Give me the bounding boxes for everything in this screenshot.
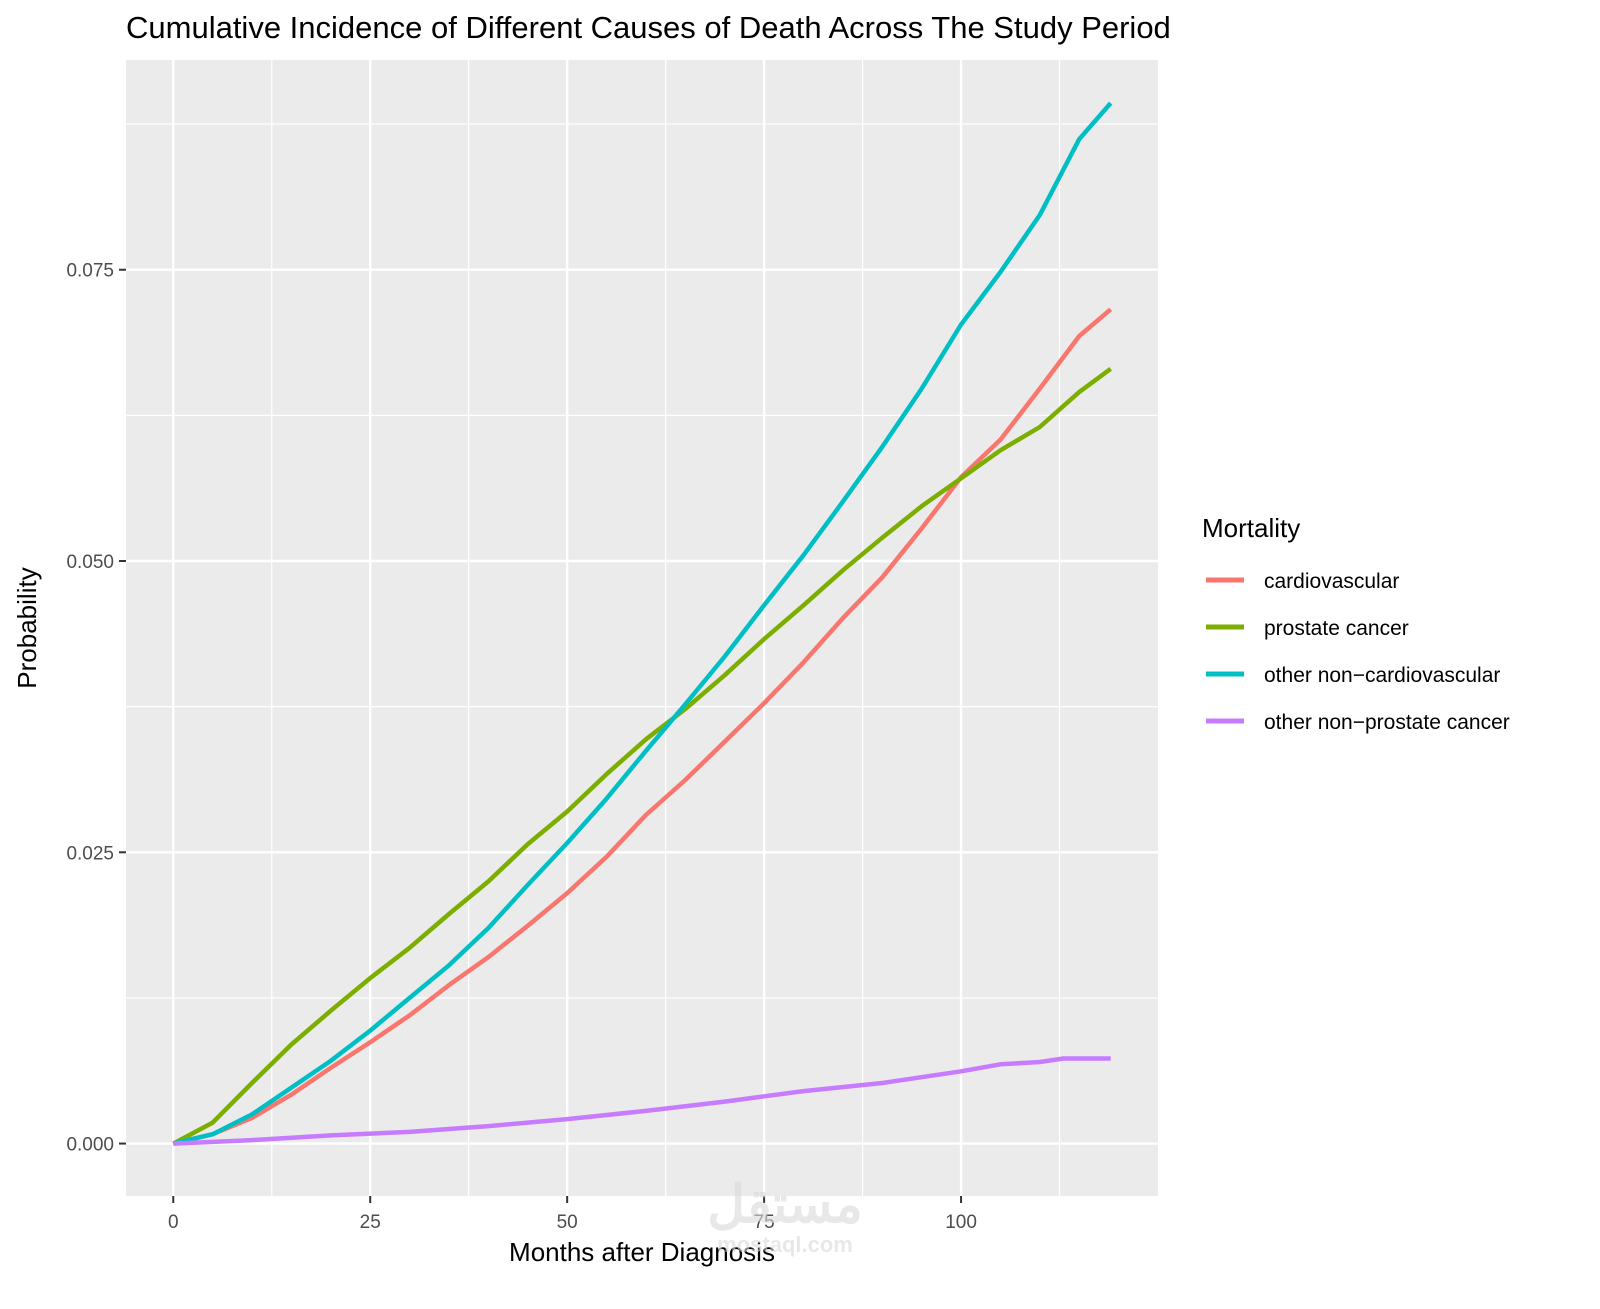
legend-item: other non−prostate cancer [1206, 711, 1510, 734]
legend-item: prostate cancer [1206, 617, 1409, 640]
y-tick-label: 0.025 [66, 843, 114, 864]
legend-label: cardiovascular [1264, 570, 1399, 593]
y-tick-label: 0.050 [66, 552, 114, 573]
x-tick-label: 75 [754, 1212, 775, 1233]
series-lines [172, 101, 1113, 1146]
chart-title: Cumulative Incidence of Different Causes… [126, 10, 1171, 45]
grid-minor [126, 60, 1158, 1196]
tick-labels: 0 25 50 75 100 0.000 0.025 0.050 0.075 [66, 261, 976, 1233]
y-tick-label: 0.075 [66, 261, 114, 282]
svg-text:مستقل: مستقل [707, 1176, 863, 1234]
watermark-logo: مستقل mostaql.com [707, 1176, 863, 1257]
x-tick-label: 100 [945, 1212, 977, 1233]
series-line-other-non-prostate-cancer [173, 1056, 1111, 1146]
legend-item: cardiovascular [1206, 570, 1399, 593]
grid-major [126, 60, 1158, 1196]
svg-text:mostaql.com: mostaql.com [717, 1232, 853, 1257]
y-tick-label: 0.000 [66, 1135, 114, 1156]
x-tick-label: 25 [360, 1212, 381, 1233]
legend-label: other non−cardiovascular [1264, 664, 1500, 687]
series-line-other-non-cardiovascular [172, 101, 1113, 1146]
legend: Mortality cardiovascular prostate cancer o… [1202, 513, 1510, 734]
x-axis-title: Months after Diagnosis [509, 1237, 775, 1267]
axis-ticks [119, 268, 963, 1203]
legend-items: cardiovascular prostate cancer other non−c… [1206, 570, 1510, 734]
x-tick-label: 0 [168, 1212, 179, 1233]
series-line-prostate-cancer [172, 366, 1113, 1146]
legend-item: other non−cardiovascular [1206, 664, 1500, 687]
legend-label: prostate cancer [1264, 617, 1409, 640]
legend-title: Mortality [1202, 513, 1300, 543]
x-tick-label: 50 [557, 1212, 578, 1233]
plot-panel [126, 60, 1158, 1196]
legend-label: other non−prostate cancer [1264, 711, 1510, 734]
y-axis-title: Probability [12, 567, 42, 688]
